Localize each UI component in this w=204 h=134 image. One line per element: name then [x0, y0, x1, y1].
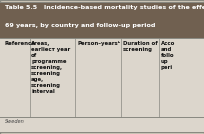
Text: Table 5.5   Incidence-based mortality studies of the effective: Table 5.5 Incidence-based mortality stud…	[5, 5, 204, 10]
Text: Duration of
screening: Duration of screening	[123, 41, 158, 52]
Text: Areas,
earliест year
of
programme
screening,
screening
age,
screening
interval: Areas, earliест year of programme screen…	[31, 41, 70, 94]
Text: Person–yearsᵇ: Person–yearsᵇ	[77, 41, 121, 46]
Text: 69 years, by country and follow-up period: 69 years, by country and follow-up perio…	[5, 23, 155, 28]
Bar	[0, 38, 204, 117]
Bar	[0, 117, 204, 132]
Text: Reference: Reference	[5, 41, 35, 46]
Text: Acco
and
follo
up
peri: Acco and follo up peri	[161, 41, 175, 70]
Bar	[0, 2, 204, 38]
Text: Sweden: Sweden	[5, 119, 25, 124]
